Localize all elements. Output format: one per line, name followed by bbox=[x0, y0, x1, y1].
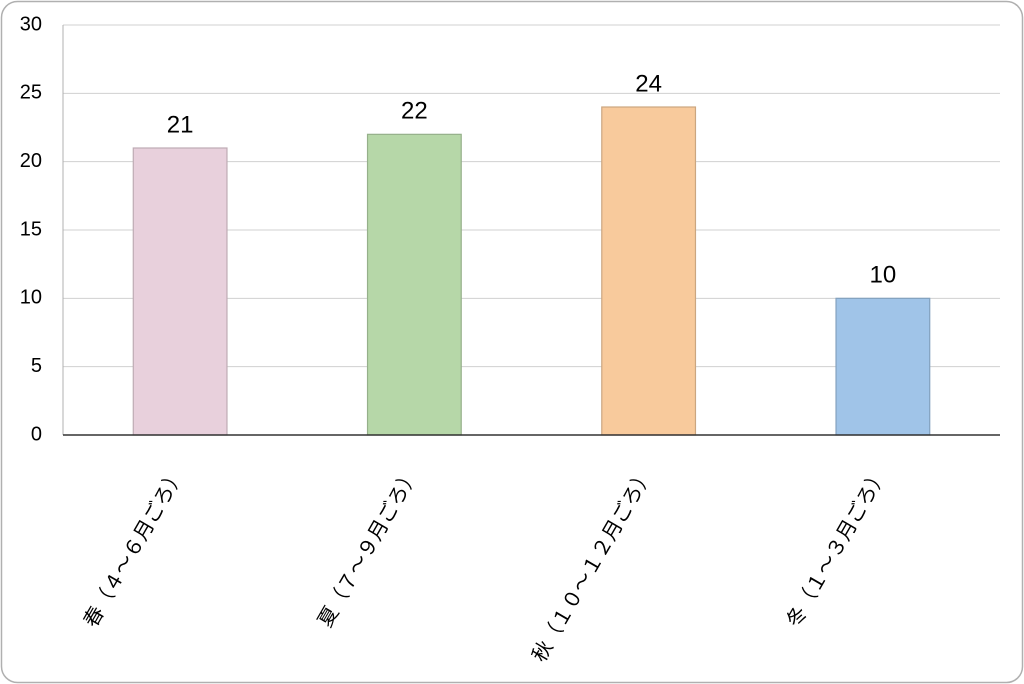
data-label: 10 bbox=[870, 262, 897, 289]
y-tick-label: 0 bbox=[31, 423, 42, 445]
y-tick-label: 10 bbox=[20, 287, 42, 309]
data-label: 21 bbox=[167, 111, 194, 138]
y-tick-label: 5 bbox=[31, 355, 42, 377]
data-label: 24 bbox=[635, 70, 662, 97]
bar bbox=[132, 147, 228, 436]
y-tick-label: 30 bbox=[20, 13, 42, 35]
bar bbox=[601, 106, 697, 436]
y-tick-label: 15 bbox=[20, 218, 42, 240]
y-tick-label: 25 bbox=[20, 82, 42, 104]
bar bbox=[366, 133, 462, 436]
y-tick-label: 20 bbox=[20, 150, 42, 172]
bar bbox=[835, 297, 931, 436]
data-label: 22 bbox=[401, 98, 428, 125]
